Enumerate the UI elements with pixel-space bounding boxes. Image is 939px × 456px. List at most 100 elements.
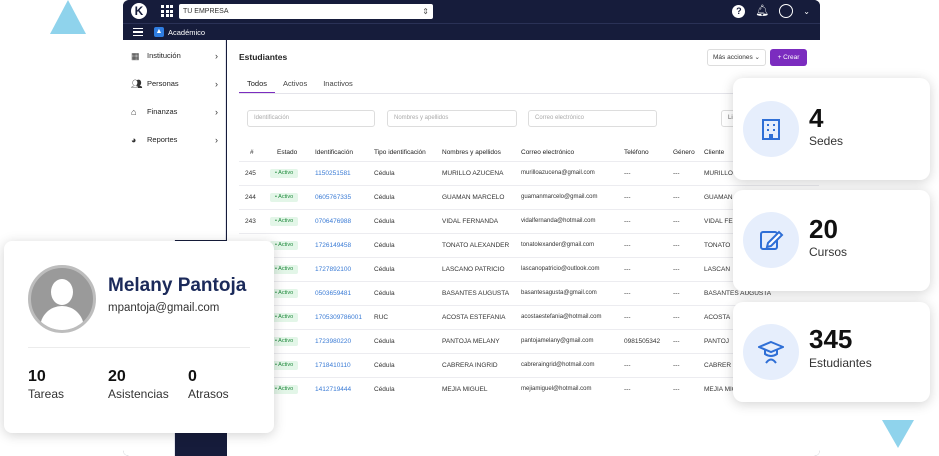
user-icon[interactable] — [779, 4, 794, 18]
chevron-down-icon[interactable]: ⌄ — [803, 7, 810, 16]
table-cell-cliente: ACOSTA — [704, 314, 731, 321]
table-cell-nombre: LASCANO PATRICIO — [442, 266, 505, 273]
table-cell-cliente: MEJIA MIG — [704, 386, 737, 393]
table-cell-gen: --- — [673, 362, 680, 369]
apps-icon[interactable] — [161, 5, 173, 17]
table-cell-tipo: Cédula — [374, 338, 395, 345]
tab-todos[interactable]: Todos — [239, 78, 276, 94]
table-row[interactable]: 243 • Activo 0706476988 Cédula VIDAL FERNAND… — [239, 209, 819, 233]
table-row[interactable]: • Activo 1726149458 Cédula TONATO ALEXANDER… — [239, 233, 819, 257]
table-cell-cliente: LASCAN — [704, 266, 731, 273]
status-badge: • Activo — [270, 216, 299, 226]
table-cell-correo: murilloazucena@gmail.com — [521, 170, 595, 176]
company-select[interactable]: TU EMPRESA ⇕ — [179, 4, 433, 19]
table-cell-n: 245 — [245, 170, 256, 177]
table-cell-id[interactable]: 1705309786001 — [315, 314, 362, 321]
table-row[interactable]: • Activo 1705309786001 RUC ACOSTA ESTEFANIA… — [239, 305, 819, 329]
table-cell-tel: --- — [624, 194, 631, 201]
bell-icon[interactable]: 🔔︎ — [755, 5, 770, 17]
tabs: Todos Activos Inactivos — [239, 78, 361, 94]
stat-asistencias: 20 Asistencias — [108, 368, 169, 402]
status-badge: • Activo — [270, 168, 299, 178]
chevron-right-icon: › — [215, 107, 218, 117]
module-bar: ▲ Académico — [123, 23, 820, 40]
stat-tareas: 10 Tareas — [28, 368, 64, 402]
building-icon — [743, 101, 799, 157]
column-header: Nombres y apellidos — [442, 149, 501, 156]
building-icon: ▦ — [131, 51, 140, 61]
identificacion-filter-input[interactable]: Identificación — [247, 110, 375, 127]
table-cell-gen: --- — [673, 290, 680, 297]
kpi-value: 4 — [809, 103, 824, 133]
chevron-right-icon: › — [215, 79, 218, 89]
bank-icon: ⌂ — [131, 107, 137, 117]
sidebar-item-label: Reportes — [147, 135, 178, 144]
table-cell-tel: --- — [624, 386, 631, 393]
table-cell-id[interactable]: 0605767335 — [315, 194, 352, 201]
table-cell-tel: --- — [624, 242, 631, 249]
sidebar-item-reportes[interactable]: ◕ Reportes › — [123, 126, 226, 154]
graduate-icon — [743, 324, 799, 380]
stat-label: Atrasos — [188, 387, 229, 401]
table-cell-estado: • Activo — [270, 234, 299, 257]
create-button[interactable]: + Crear — [770, 49, 807, 66]
table-cell-id[interactable]: 1718410110 — [315, 362, 351, 369]
table-cell-id[interactable]: 1412719444 — [315, 386, 352, 393]
table-cell-correo: guamanmarcelo@gmail.com — [521, 194, 598, 200]
table-row[interactable]: 244 • Activo 0605767335 Cédula GUAMAN MARCEL… — [239, 185, 819, 209]
sidebar-item-institucion[interactable]: ▦ Institución › — [123, 42, 226, 70]
name-filter-input[interactable]: Nombres y apellidos — [387, 110, 517, 127]
table-row[interactable]: 245 • Activo 1150251581 Cédula MURILLO AZUCE… — [239, 161, 819, 185]
table-cell-tel: --- — [624, 218, 631, 225]
column-header: Estado — [277, 149, 298, 156]
table-cell-correo: lascanopatricio@outlook.com — [521, 266, 600, 272]
table-row[interactable]: • Activo 1727892100 Cédula LASCANO PATRICIO… — [239, 257, 819, 281]
kpi-card-sedes: 4 Sedes — [733, 78, 930, 180]
table-cell-tel: --- — [624, 290, 631, 297]
tab-activos[interactable]: Activos — [283, 79, 308, 88]
stat-atrasos: 0 Atrasos — [188, 368, 229, 402]
sidebar-item-finanzas[interactable]: ⌂ Finanzas › — [123, 98, 226, 126]
kpi-label: Cursos — [809, 245, 848, 259]
more-actions-button[interactable]: Más acciones ⌄ — [707, 49, 766, 66]
sidebar-item-personas[interactable]: 👥︎ Personas › — [123, 70, 226, 98]
help-icon[interactable]: ? — [732, 5, 746, 18]
chevron-right-icon: › — [215, 51, 218, 61]
hamburger-menu-icon[interactable] — [133, 28, 143, 36]
table-cell-correo: tonatolexander@gmail.com — [521, 242, 595, 248]
table-cell-estado: • Activo — [270, 330, 299, 353]
table-row[interactable]: • Activo 1412719444 Cédula MEJIA MIGUEL meji… — [239, 377, 819, 401]
table-cell-tipo: Cédula — [374, 218, 395, 225]
table-cell-tipo: RUC — [374, 314, 389, 321]
table-cell-id[interactable]: 0706476988 — [315, 218, 352, 225]
module-label[interactable]: Académico — [168, 28, 206, 37]
table-cell-gen: --- — [673, 218, 680, 225]
column-header: Género — [673, 149, 695, 156]
page-title: Estudiantes — [239, 52, 288, 62]
table-cell-gen: --- — [673, 194, 680, 201]
status-badge: • Activo — [270, 384, 299, 394]
table-cell-id[interactable]: 1150251581 — [315, 170, 351, 177]
table-cell-gen: --- — [673, 242, 680, 249]
table-cell-tipo: Cédula — [374, 194, 395, 201]
table-cell-tipo: Cédula — [374, 386, 395, 393]
table-row[interactable]: • Activo 1718410110 Cédula CABRERA INGRID ca… — [239, 353, 819, 377]
table-cell-cliente: BASANTES AUGUSTA — [704, 290, 772, 297]
email-filter-input[interactable]: Correo electrónico — [528, 110, 657, 127]
table-cell-id[interactable]: 1727892100 — [315, 266, 352, 273]
table-row[interactable]: • Activo 0503659481 Cédula BASANTES AUGUSTA… — [239, 281, 819, 305]
table-cell-estado: • Activo — [270, 378, 299, 401]
table-cell-nombre: BASANTES AUGUSTA — [442, 290, 510, 297]
status-badge: • Activo — [270, 264, 299, 274]
table-row[interactable]: • Activo 1723980220 Cédula PANTOJA MELANY pa… — [239, 329, 819, 353]
table-cell-id[interactable]: 0503659481 — [315, 290, 352, 297]
swap-icon: ⇕ — [422, 7, 429, 16]
table-cell-nombre: ACOSTA ESTEFANIA — [442, 314, 506, 321]
tab-inactivos[interactable]: Inactivos — [323, 79, 353, 88]
table-cell-correo: acostaestefania@hotmail.com — [521, 314, 602, 320]
table-cell-n: 243 — [245, 218, 256, 225]
table-cell-tel: --- — [624, 314, 631, 321]
kpi-card-cursos: 20 Cursos — [733, 190, 930, 291]
table-cell-id[interactable]: 1726149458 — [315, 242, 352, 249]
table-cell-id[interactable]: 1723980220 — [315, 338, 352, 345]
